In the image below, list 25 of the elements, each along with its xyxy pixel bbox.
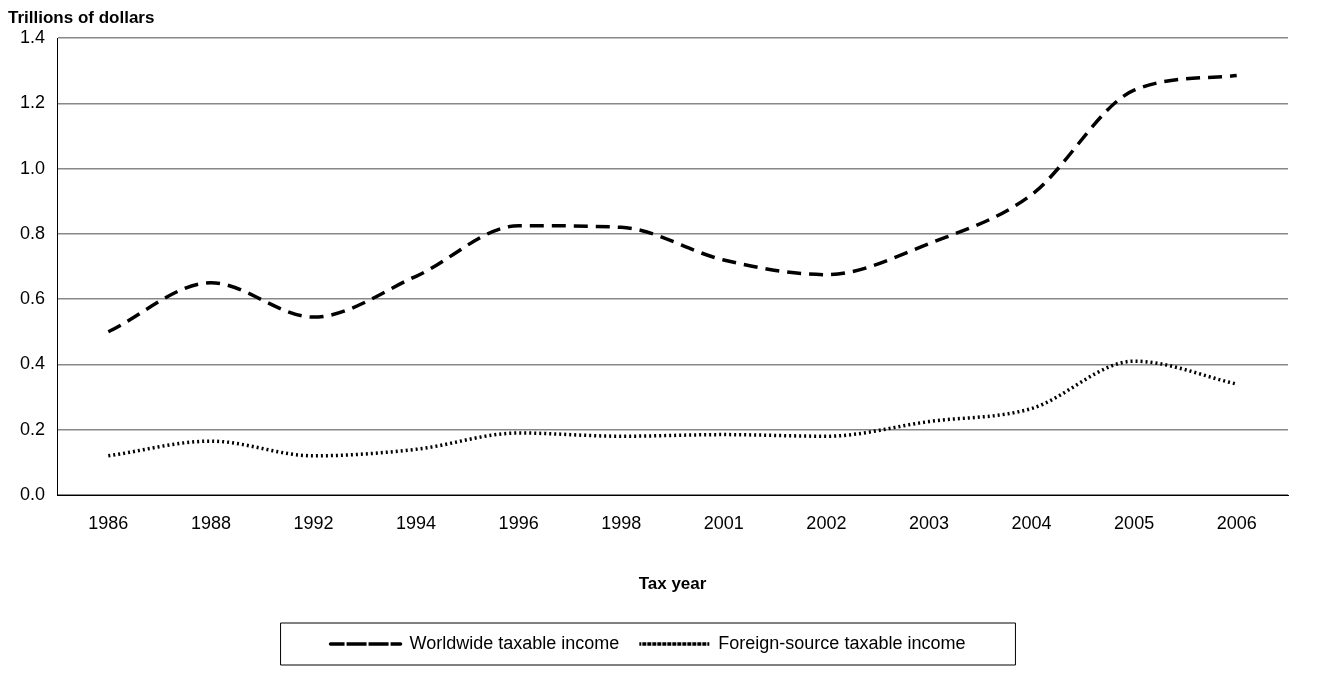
x-tick-label: 2004 (1011, 512, 1052, 533)
x-tick-label: 1998 (601, 512, 642, 533)
x-tick-label: 1996 (498, 512, 539, 533)
y-tick-label: 0.6 (19, 288, 46, 309)
y-tick-label: 0.8 (19, 222, 46, 243)
legend-label: Foreign-source taxable income (718, 632, 966, 653)
y-tick-label: 0.4 (19, 353, 46, 374)
x-tick-label: 2003 (908, 512, 949, 533)
x-tick-label: 2006 (1216, 512, 1257, 533)
x-axis-title: Tax year (638, 574, 707, 594)
line-series (106, 73, 1239, 334)
x-tick-label: 1992 (293, 512, 334, 533)
x-tick-label: 2001 (703, 512, 744, 533)
x-tick-label: 2005 (1114, 512, 1155, 533)
y-tick-label: 1.4 (19, 26, 46, 47)
x-tick-label: 1994 (396, 512, 437, 533)
y-axis-title: Trillions of dollars (8, 8, 155, 28)
y-tick-label: 0.0 (19, 483, 46, 504)
x-tick-label: 1988 (190, 512, 231, 533)
y-tick-label: 0.2 (19, 418, 46, 439)
legend-label: Worldwide taxable income (409, 632, 620, 653)
y-tick-label: 1.0 (19, 157, 46, 178)
x-tick-label: 2002 (806, 512, 847, 533)
x-tick-label: 1986 (88, 512, 129, 533)
y-tick-label: 1.2 (19, 92, 46, 113)
